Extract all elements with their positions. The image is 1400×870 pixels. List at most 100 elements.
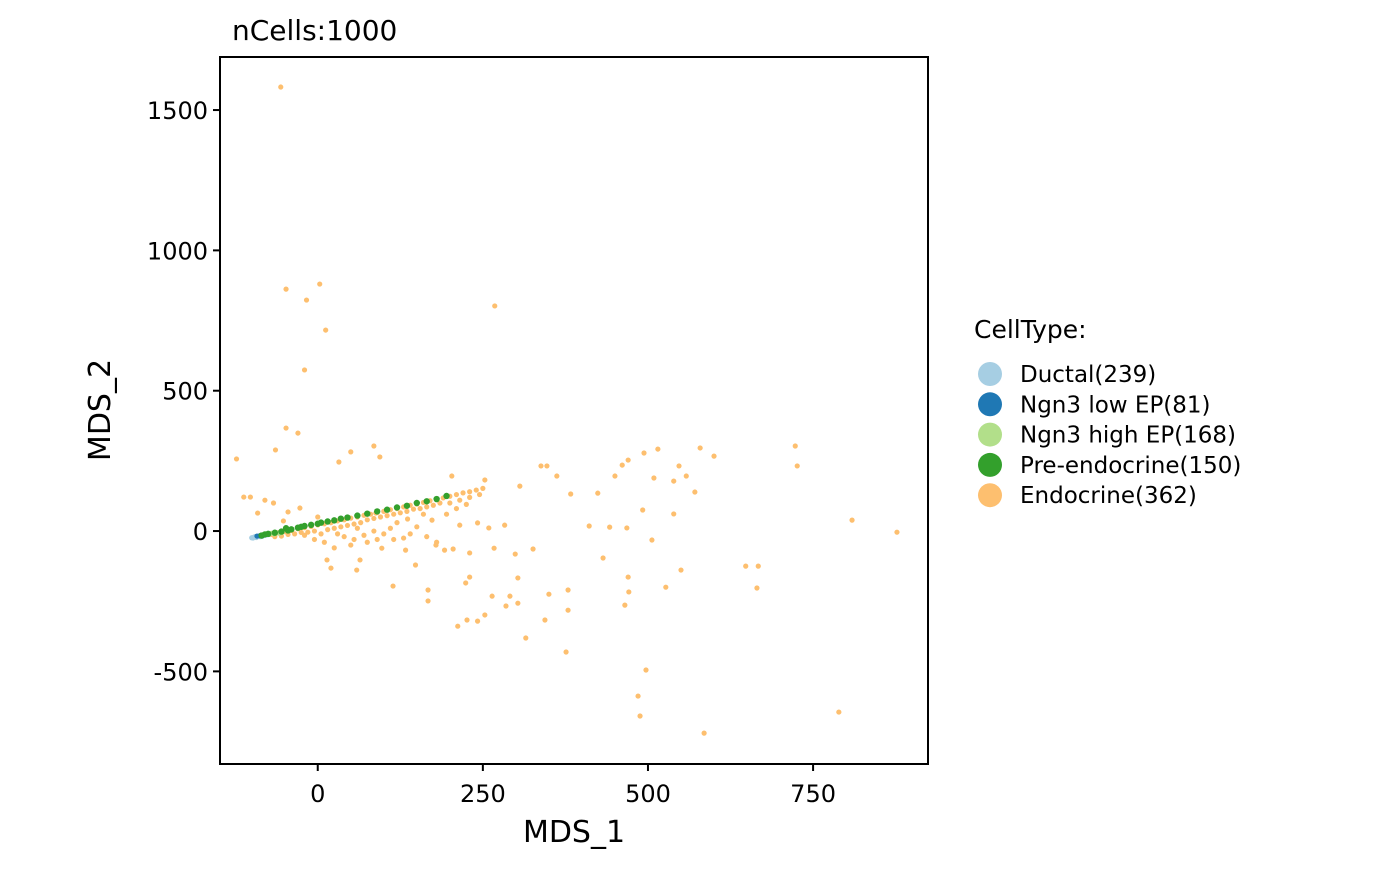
data-point xyxy=(401,535,407,541)
data-point xyxy=(443,492,450,500)
data-point xyxy=(417,505,423,512)
data-point xyxy=(271,529,279,536)
data-point xyxy=(502,522,508,528)
chart-title: nCells:1000 xyxy=(232,14,397,47)
data-point xyxy=(612,473,618,479)
data-point xyxy=(337,515,345,522)
data-point xyxy=(371,515,377,522)
data-point xyxy=(404,516,411,522)
data-point xyxy=(464,617,470,623)
data-point xyxy=(341,534,347,540)
data-point xyxy=(317,281,323,287)
legend: Ductal(239) Ngn3 low EP(81) Ngn3 high EP(1… xyxy=(978,362,1241,509)
data-point xyxy=(390,583,396,589)
data-point xyxy=(344,522,351,529)
data-point xyxy=(280,518,287,524)
data-point xyxy=(655,446,661,452)
data-point xyxy=(635,693,641,699)
data-point xyxy=(794,463,800,469)
data-point xyxy=(683,473,689,479)
data-point xyxy=(467,550,473,556)
data-point xyxy=(515,575,521,581)
data-point xyxy=(754,585,760,591)
data-point xyxy=(542,617,548,623)
data-point xyxy=(328,565,334,571)
data-point xyxy=(305,529,311,535)
y-tick-label: 1500 xyxy=(147,97,208,125)
data-point xyxy=(538,463,544,469)
data-point xyxy=(247,494,253,500)
y-axis: -500 0 500 1000 1500 xyxy=(147,97,220,686)
data-point xyxy=(437,500,443,506)
data-point xyxy=(348,542,354,548)
data-point xyxy=(233,456,240,462)
data-point xyxy=(743,563,749,569)
data-point xyxy=(423,498,430,505)
data-point xyxy=(311,528,318,534)
data-point xyxy=(619,462,625,468)
data-point xyxy=(849,517,855,523)
data-point xyxy=(641,450,647,456)
data-point xyxy=(394,520,400,526)
data-point xyxy=(697,445,703,451)
data-point xyxy=(480,485,486,491)
data-point xyxy=(457,522,463,528)
legend-swatch xyxy=(978,452,1002,477)
data-point xyxy=(425,598,431,604)
data-point xyxy=(358,520,364,526)
data-point xyxy=(523,635,529,641)
data-point xyxy=(285,509,291,515)
data-point xyxy=(354,567,360,573)
data-point xyxy=(410,506,417,512)
data-point xyxy=(701,730,707,736)
data-point xyxy=(348,449,354,455)
x-tick-label: 500 xyxy=(625,780,671,808)
data-point xyxy=(357,557,363,563)
data-point xyxy=(565,587,571,593)
data-point xyxy=(318,531,324,537)
data-point xyxy=(637,713,643,719)
data-point xyxy=(262,497,268,503)
data-point xyxy=(371,528,377,534)
data-point xyxy=(283,425,289,431)
data-point xyxy=(482,477,488,483)
data-point xyxy=(586,523,592,529)
data-point xyxy=(568,491,574,497)
data-point xyxy=(546,591,552,597)
data-point xyxy=(424,504,430,510)
data-point xyxy=(424,534,430,540)
data-point xyxy=(473,487,479,493)
y-tick-label: 500 xyxy=(162,378,208,406)
data-point xyxy=(265,530,272,538)
data-point xyxy=(317,519,325,526)
data-point xyxy=(393,504,401,511)
data-point xyxy=(626,589,632,595)
data-point xyxy=(455,623,461,629)
data-point xyxy=(301,522,308,530)
data-point xyxy=(331,545,337,551)
data-point xyxy=(447,500,453,506)
y-tick-label: -500 xyxy=(154,658,208,686)
data-point xyxy=(325,527,331,533)
data-point xyxy=(297,505,303,511)
plot-frame xyxy=(219,56,929,765)
data-point xyxy=(565,607,571,613)
data-point xyxy=(450,546,456,552)
data-point xyxy=(443,511,450,517)
data-point xyxy=(407,531,413,537)
data-point xyxy=(492,303,498,309)
legend-title: CellType: xyxy=(974,315,1087,344)
data-point xyxy=(255,510,261,516)
data-point xyxy=(517,483,523,489)
data-point xyxy=(377,454,383,460)
x-axis: 0 250 500 750 xyxy=(310,764,836,808)
data-point xyxy=(425,587,431,593)
data-point xyxy=(678,567,684,573)
data-point xyxy=(351,521,357,527)
data-point xyxy=(507,593,513,599)
data-point xyxy=(711,453,717,459)
data-point xyxy=(334,531,341,537)
y-tick-label: 0 xyxy=(193,518,208,546)
data-point xyxy=(420,511,427,517)
